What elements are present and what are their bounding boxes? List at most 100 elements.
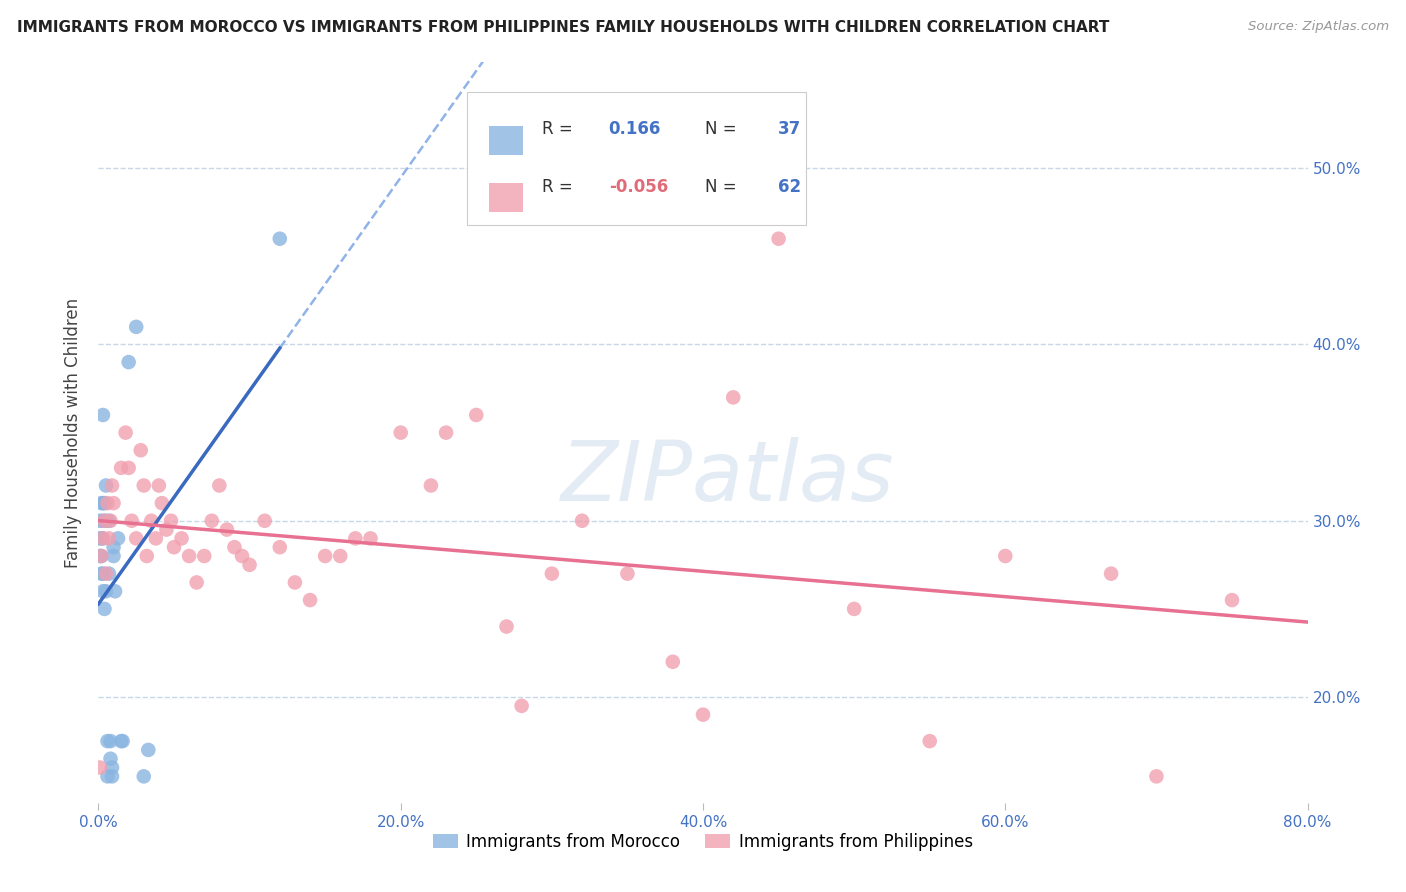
Point bbox=[145, 532, 167, 546]
Point bbox=[104, 584, 127, 599]
Point bbox=[125, 532, 148, 546]
Point bbox=[89, 549, 111, 563]
Legend: Immigrants from Morocco, Immigrants from Philippines: Immigrants from Morocco, Immigrants from… bbox=[426, 826, 980, 857]
Point bbox=[91, 514, 114, 528]
Point bbox=[136, 743, 159, 757]
Point bbox=[91, 408, 114, 422]
Text: IMMIGRANTS FROM MOROCCO VS IMMIGRANTS FROM PHILIPPINES FAMILY HOUSEHOLDS WITH CH: IMMIGRANTS FROM MOROCCO VS IMMIGRANTS FR… bbox=[17, 20, 1109, 35]
Point bbox=[110, 734, 132, 748]
Point bbox=[661, 655, 683, 669]
Point bbox=[224, 540, 246, 554]
Point bbox=[284, 575, 307, 590]
Point bbox=[91, 532, 114, 546]
Point bbox=[186, 575, 208, 590]
FancyBboxPatch shape bbox=[489, 183, 523, 212]
Point bbox=[94, 478, 117, 492]
Text: 62: 62 bbox=[778, 178, 801, 196]
Point bbox=[269, 232, 291, 246]
Text: Source: ZipAtlas.com: Source: ZipAtlas.com bbox=[1249, 20, 1389, 33]
Point bbox=[314, 549, 336, 563]
Point bbox=[434, 425, 457, 440]
Text: N =: N = bbox=[706, 120, 742, 138]
Point bbox=[96, 496, 118, 510]
Point bbox=[90, 566, 112, 581]
Point bbox=[93, 496, 115, 510]
Point bbox=[160, 514, 183, 528]
Point bbox=[90, 549, 112, 563]
Point bbox=[540, 566, 562, 581]
Point bbox=[723, 390, 745, 404]
Point bbox=[90, 532, 112, 546]
Point bbox=[91, 566, 114, 581]
Point bbox=[100, 514, 122, 528]
Point bbox=[103, 540, 125, 554]
Point bbox=[103, 496, 125, 510]
Point bbox=[114, 425, 136, 440]
Point bbox=[141, 514, 163, 528]
Point bbox=[96, 734, 118, 748]
Text: R =: R = bbox=[543, 178, 578, 196]
Point bbox=[90, 496, 112, 510]
Point bbox=[118, 461, 141, 475]
Point bbox=[100, 734, 122, 748]
Point bbox=[163, 540, 186, 554]
Point bbox=[420, 478, 443, 492]
Point bbox=[100, 752, 122, 766]
Text: -0.056: -0.056 bbox=[609, 178, 668, 196]
Point bbox=[101, 760, 124, 774]
Point bbox=[616, 566, 638, 581]
Point bbox=[1220, 593, 1243, 607]
Point bbox=[132, 769, 155, 783]
Point bbox=[239, 558, 262, 572]
Point bbox=[94, 584, 117, 599]
Y-axis label: Family Households with Children: Family Households with Children bbox=[65, 298, 83, 567]
Point bbox=[118, 355, 141, 369]
Point bbox=[994, 549, 1017, 563]
Point bbox=[101, 478, 124, 492]
Point bbox=[94, 566, 117, 581]
Point bbox=[91, 584, 114, 599]
Point bbox=[90, 549, 112, 563]
Point bbox=[269, 540, 291, 554]
Point bbox=[94, 514, 117, 528]
Point bbox=[253, 514, 276, 528]
Point bbox=[93, 514, 115, 528]
Point bbox=[215, 523, 238, 537]
Point bbox=[692, 707, 714, 722]
Point bbox=[179, 549, 201, 563]
Point bbox=[89, 532, 111, 546]
Point bbox=[360, 532, 382, 546]
Point bbox=[148, 478, 170, 492]
FancyBboxPatch shape bbox=[489, 126, 523, 155]
Point bbox=[135, 549, 157, 563]
Point bbox=[89, 514, 111, 528]
Point bbox=[91, 496, 114, 510]
Point bbox=[129, 443, 152, 458]
Text: 37: 37 bbox=[778, 120, 801, 138]
Point bbox=[208, 478, 231, 492]
Point bbox=[101, 769, 124, 783]
Point bbox=[91, 532, 114, 546]
Point bbox=[465, 408, 488, 422]
FancyBboxPatch shape bbox=[467, 92, 806, 226]
Point bbox=[93, 602, 115, 616]
Point bbox=[344, 532, 367, 546]
Point bbox=[201, 514, 224, 528]
Point bbox=[98, 514, 121, 528]
Point bbox=[121, 514, 143, 528]
Point bbox=[510, 698, 533, 713]
Point bbox=[107, 532, 129, 546]
Point bbox=[103, 549, 125, 563]
Point bbox=[155, 523, 177, 537]
Point bbox=[571, 514, 593, 528]
Point bbox=[1099, 566, 1122, 581]
Point bbox=[768, 232, 790, 246]
Point bbox=[110, 461, 132, 475]
Point bbox=[96, 769, 118, 783]
Point bbox=[1144, 769, 1167, 783]
Point bbox=[98, 566, 121, 581]
Point bbox=[132, 478, 155, 492]
Point bbox=[329, 549, 352, 563]
Point bbox=[389, 425, 412, 440]
Point bbox=[231, 549, 253, 563]
